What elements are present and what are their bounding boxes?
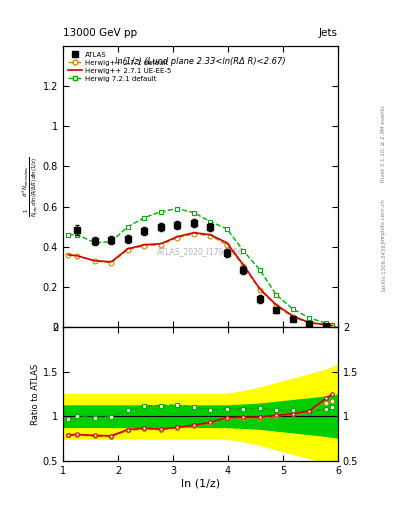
X-axis label: ln (1/z): ln (1/z)	[181, 478, 220, 488]
Y-axis label: $\frac{1}{N_{\rm jets}}\frac{d^2 N_{\rm emissions}}{d\ln(R/\Delta R)\,d\ln(1/z)}: $\frac{1}{N_{\rm jets}}\frac{d^2 N_{\rm …	[21, 156, 41, 217]
Text: 13000 GeV pp: 13000 GeV pp	[63, 28, 137, 38]
Text: mcplots.cern.ch: mcplots.cern.ch	[381, 198, 386, 242]
Legend: ATLAS, Herwig++ 2.7.1 default, Herwig++ 2.7.1 UE-EE-5, Herwig 7.2.1 default: ATLAS, Herwig++ 2.7.1 default, Herwig++ …	[66, 50, 173, 84]
Text: Jets: Jets	[319, 28, 338, 38]
Text: ATLAS_2020_I1790256: ATLAS_2020_I1790256	[157, 247, 244, 255]
Y-axis label: Ratio to ATLAS: Ratio to ATLAS	[31, 364, 40, 424]
Text: [arXiv:1306.3436]: [arXiv:1306.3436]	[381, 241, 386, 291]
Text: Rivet 3.1.10, ≥ 2.9M events: Rivet 3.1.10, ≥ 2.9M events	[381, 105, 386, 182]
Text: ln(1/z) (Lund plane 2.33<ln(RΔ R)<2.67): ln(1/z) (Lund plane 2.33<ln(RΔ R)<2.67)	[115, 57, 286, 67]
